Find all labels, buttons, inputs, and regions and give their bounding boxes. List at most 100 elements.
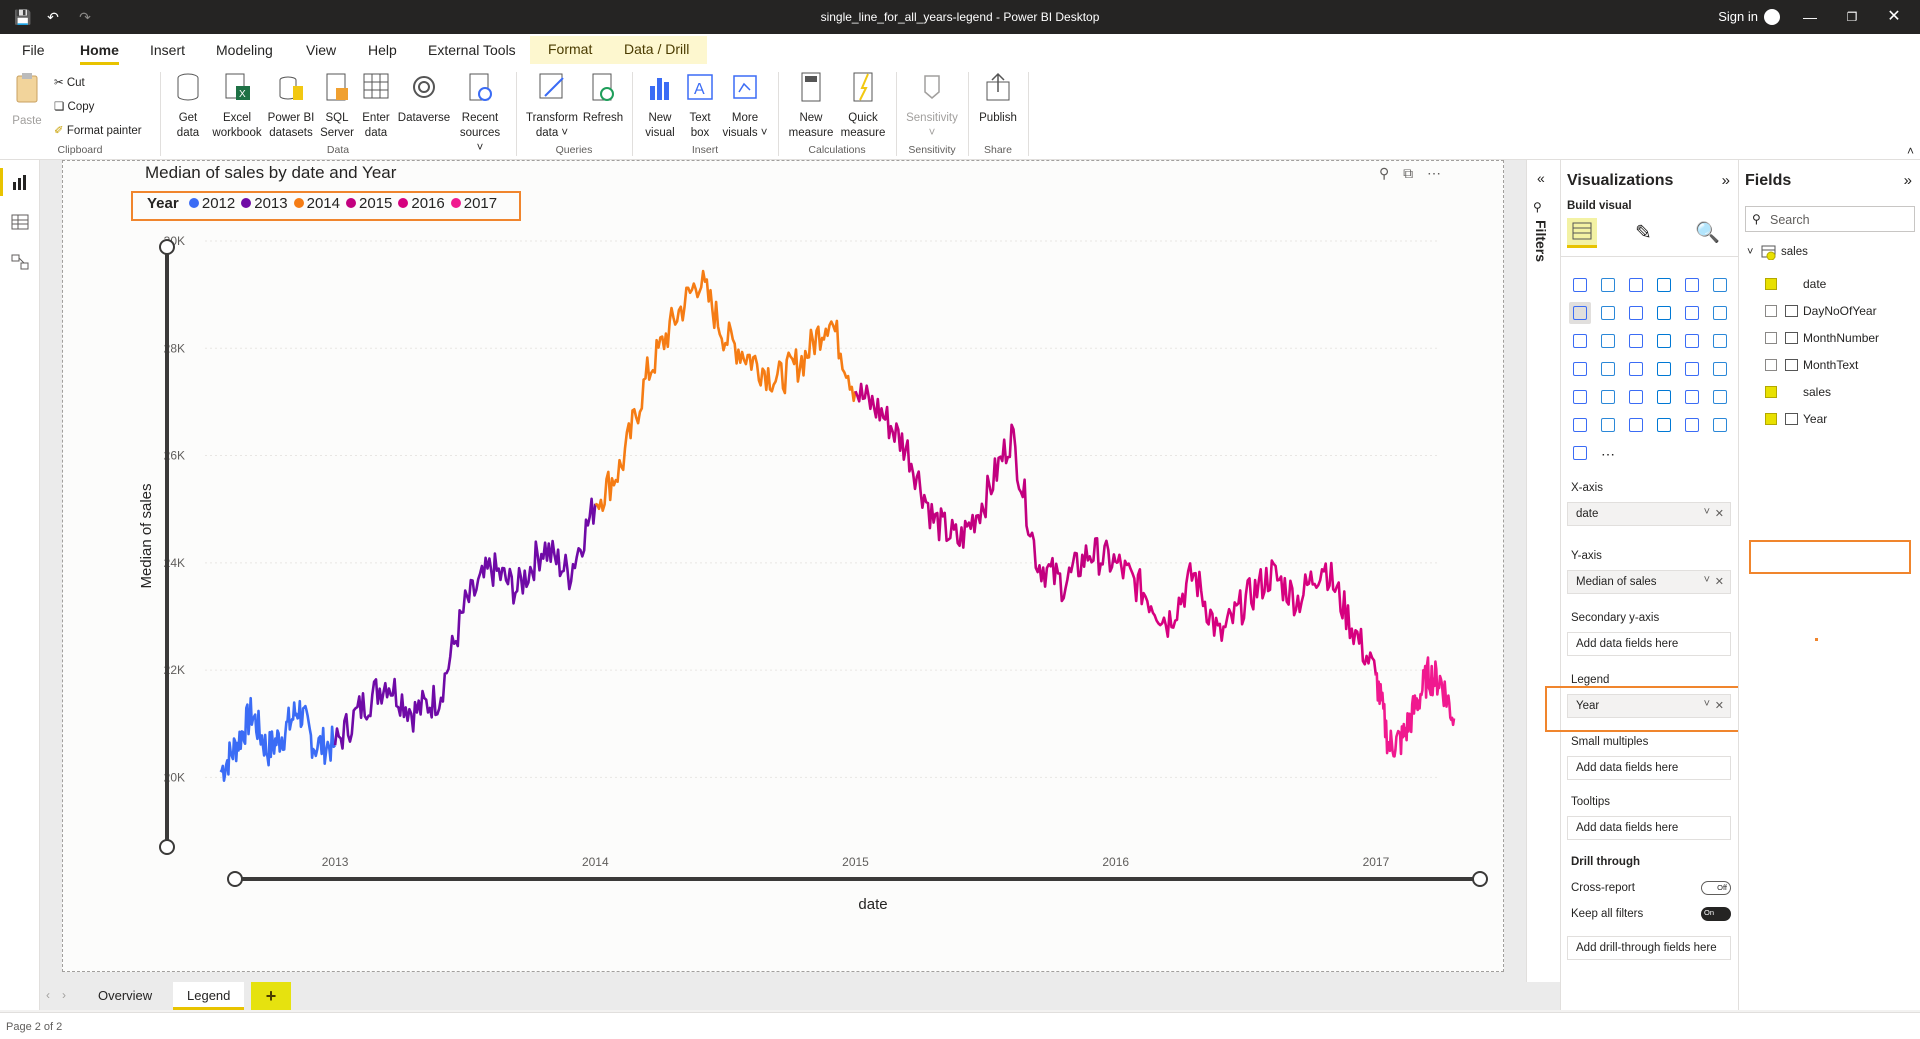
refresh-button[interactable]: Refresh bbox=[582, 70, 624, 126]
tab-format[interactable]: Format bbox=[530, 36, 611, 64]
field-checkbox[interactable] bbox=[1765, 413, 1777, 425]
report-view-icon[interactable] bbox=[11, 174, 29, 190]
visual-type-icon[interactable] bbox=[1625, 330, 1647, 352]
visual-type-icon[interactable] bbox=[1709, 358, 1731, 380]
page-tab-legend[interactable]: Legend bbox=[173, 982, 245, 1010]
save-icon[interactable]: 💾 bbox=[14, 9, 32, 25]
chevron-down-icon[interactable]: ˅ bbox=[1747, 246, 1754, 258]
remove-field-icon[interactable]: ✕ bbox=[1714, 508, 1724, 520]
avatar[interactable] bbox=[1764, 9, 1780, 25]
legend-well[interactable]: Year ˅ ✕ bbox=[1567, 694, 1731, 718]
minimize-icon[interactable]: — bbox=[1803, 9, 1817, 25]
visual-type-icon[interactable] bbox=[1569, 358, 1591, 380]
sign-in-link[interactable]: Sign in bbox=[1718, 9, 1758, 24]
visual-type-icon[interactable]: ⋯ bbox=[1601, 446, 1615, 462]
new-visual-button[interactable]: New visual bbox=[640, 70, 680, 141]
data-view-icon[interactable] bbox=[11, 214, 29, 230]
next-page-icon[interactable]: › bbox=[62, 988, 66, 1002]
field-checkbox[interactable] bbox=[1765, 305, 1777, 317]
sensitivity-button[interactable]: Sensitivity ˅ bbox=[900, 70, 964, 141]
collapse-ribbon-icon[interactable]: ˄ bbox=[1906, 144, 1914, 158]
quick-measure-button[interactable]: Quick measure bbox=[838, 70, 888, 141]
visual-type-icon[interactable] bbox=[1625, 414, 1647, 436]
visual-type-icon[interactable] bbox=[1597, 414, 1619, 436]
chevron-down-icon[interactable]: ˅ bbox=[1703, 574, 1710, 586]
visual-type-icon[interactable] bbox=[1597, 386, 1619, 408]
visual-type-icon[interactable] bbox=[1569, 274, 1591, 296]
visual-type-icon[interactable] bbox=[1625, 302, 1647, 324]
cut-button[interactable]: ✂ Cut bbox=[54, 77, 85, 89]
visual-type-icon[interactable] bbox=[1681, 386, 1703, 408]
add-page-button[interactable]: + bbox=[251, 982, 291, 1010]
visual-type-icon[interactable] bbox=[1681, 358, 1703, 380]
tab-file[interactable]: File bbox=[22, 42, 45, 58]
format-painter-button[interactable]: ✐ Format painter bbox=[54, 125, 142, 137]
visual-type-icon[interactable] bbox=[1569, 442, 1591, 464]
search-input[interactable]: ⚲ Search bbox=[1745, 206, 1915, 232]
enter-data-button[interactable]: Enter data bbox=[358, 70, 394, 141]
legend-item[interactable]: 2014 bbox=[293, 195, 340, 212]
visual-type-icon[interactable] bbox=[1681, 330, 1703, 352]
line-chart-visual[interactable]: Median of sales by date and Year ⚲ ⧉ ⋯ Y… bbox=[95, 161, 1491, 913]
legend-item[interactable]: 2013 bbox=[241, 195, 288, 212]
more-options-icon[interactable]: ⋯ bbox=[1427, 165, 1441, 181]
chevron-down-icon[interactable]: ˅ bbox=[1703, 698, 1710, 710]
field-monthnumber[interactable]: MonthNumber bbox=[1803, 331, 1880, 345]
visual-type-icon[interactable] bbox=[1709, 330, 1731, 352]
visual-type-icon[interactable] bbox=[1597, 330, 1619, 352]
tab-help[interactable]: Help bbox=[368, 42, 397, 58]
visual-type-icon[interactable] bbox=[1709, 302, 1731, 324]
field-date[interactable]: date bbox=[1803, 277, 1827, 291]
new-measure-button[interactable]: New measure bbox=[786, 70, 836, 141]
field-year[interactable]: Year bbox=[1803, 412, 1828, 426]
chevron-down-icon[interactable]: ˅ bbox=[1703, 506, 1710, 518]
visual-type-icon[interactable] bbox=[1681, 274, 1703, 296]
paste-button[interactable]: Paste bbox=[10, 70, 44, 129]
build-visual-tab[interactable] bbox=[1567, 218, 1597, 248]
visual-type-icon[interactable] bbox=[1569, 302, 1591, 324]
expand-filters-icon[interactable]: « bbox=[1537, 170, 1545, 186]
tab-external-tools[interactable]: External Tools bbox=[428, 42, 516, 58]
visual-type-icon[interactable] bbox=[1625, 274, 1647, 296]
field-monthtext[interactable]: MonthText bbox=[1803, 358, 1859, 372]
drill-through-well[interactable]: Add drill-through fields here bbox=[1567, 936, 1731, 960]
legend-item[interactable]: 2016 bbox=[398, 195, 445, 212]
legend-item[interactable]: 2012 bbox=[188, 195, 235, 212]
visual-type-icon[interactable] bbox=[1625, 358, 1647, 380]
restore-icon[interactable]: ❐ bbox=[1846, 10, 1858, 24]
transform-data-button[interactable]: Transform data ˅ bbox=[522, 70, 582, 141]
tab-insert[interactable]: Insert bbox=[150, 42, 186, 58]
visual-type-icon[interactable] bbox=[1597, 358, 1619, 380]
visual-type-icon[interactable] bbox=[1653, 386, 1675, 408]
more-visuals-button[interactable]: More visuals ˅ bbox=[720, 70, 770, 141]
visual-type-icon[interactable] bbox=[1625, 386, 1647, 408]
redo-icon[interactable]: ↷ bbox=[79, 9, 91, 25]
undo-icon[interactable]: ↶ bbox=[47, 9, 59, 25]
visual-type-icon[interactable] bbox=[1653, 302, 1675, 324]
visual-type-icon[interactable] bbox=[1681, 414, 1703, 436]
visual-type-icon[interactable] bbox=[1653, 274, 1675, 296]
visual-type-icon[interactable] bbox=[1709, 414, 1731, 436]
visual-type-icon[interactable] bbox=[1597, 274, 1619, 296]
legend-item[interactable]: 2017 bbox=[450, 195, 497, 212]
field-sales[interactable]: sales bbox=[1803, 385, 1832, 399]
secondary-axis-well[interactable]: Add data fields here bbox=[1567, 632, 1731, 656]
model-view-icon[interactable] bbox=[11, 254, 29, 270]
tab-home[interactable]: Home bbox=[80, 42, 119, 65]
sql-server-button[interactable]: SQL Server bbox=[318, 70, 356, 141]
collapse-pane-icon[interactable]: » bbox=[1903, 172, 1912, 189]
visual-type-icon[interactable] bbox=[1653, 358, 1675, 380]
visual-type-icon[interactable] bbox=[1653, 414, 1675, 436]
filters-pane[interactable]: « ⚲ Filters bbox=[1526, 160, 1560, 982]
field-daynoofyear[interactable]: DayNoOfYear bbox=[1803, 304, 1877, 318]
recent-sources-button[interactable]: Recent sources ˅ bbox=[456, 70, 504, 156]
tab-data-drill[interactable]: Data / Drill bbox=[606, 36, 708, 64]
report-page[interactable]: Median of sales by date and Year ⚲ ⧉ ⋯ Y… bbox=[62, 160, 1504, 972]
remove-field-icon[interactable]: ✕ bbox=[1714, 576, 1724, 588]
keep-all-filters-toggle[interactable]: On bbox=[1701, 907, 1731, 921]
copy-button[interactable]: ❏ Copy bbox=[54, 101, 95, 113]
cross-report-toggle[interactable]: Off bbox=[1701, 881, 1731, 895]
visual-type-icon[interactable] bbox=[1569, 386, 1591, 408]
format-visual-icon[interactable]: ✎ bbox=[1635, 222, 1652, 244]
xaxis-well[interactable]: date ˅ ✕ bbox=[1567, 502, 1731, 526]
